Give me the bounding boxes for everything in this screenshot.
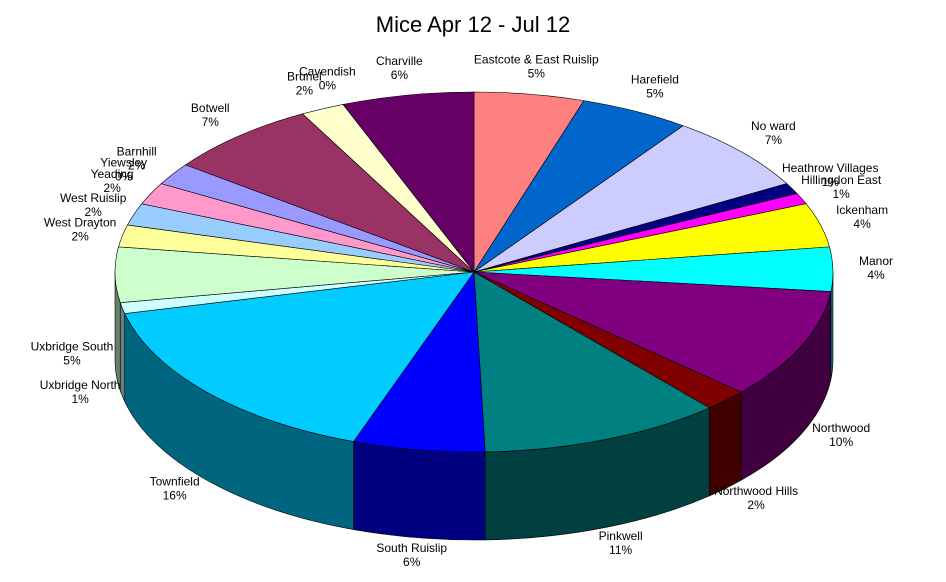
slice-side [709, 391, 742, 497]
slice-value-label: 4% [867, 268, 885, 282]
slice [473, 271, 711, 453]
slice-label: Barnhill [117, 145, 157, 159]
slice-value-label: 2% [296, 83, 314, 97]
slice-value-label: 5% [63, 354, 81, 368]
slice-label: Uxbridge South [31, 340, 114, 354]
slice-label: No ward [751, 119, 796, 133]
slice-value-label: 2% [71, 230, 89, 244]
slice-label: Heathrow Villages [782, 161, 879, 175]
slice-value-label: 2% [85, 205, 103, 219]
slice-value-label: 2% [128, 159, 146, 173]
slice-label: Yeading [91, 167, 134, 181]
slice-value-label: 7% [202, 115, 220, 129]
slice [473, 125, 788, 273]
slice-value-label: 0% [319, 78, 337, 92]
slice-label: Manor [859, 254, 893, 268]
slice-side [353, 441, 486, 541]
slice-label: Yiewsley [100, 156, 147, 170]
slice-value-label: 1% [832, 187, 850, 201]
slice-label: Cavendish [299, 64, 356, 78]
slice-label: Botwell [191, 101, 230, 115]
slice-label: Harefield [631, 72, 679, 86]
slice [184, 113, 475, 273]
slice-value-label: 6% [403, 555, 421, 569]
slice-value-label: 2% [103, 181, 121, 195]
slice-label: Eastcote & East Ruislip [474, 53, 599, 67]
slice-label: Northwood [812, 421, 870, 435]
slice [124, 271, 475, 442]
chart-title: Mice Apr 12 - Jul 12 [376, 12, 570, 37]
slice-value-label: 2% [747, 498, 765, 512]
slice-value-label: 1% [822, 175, 840, 189]
slice-label: Northwood Hills [714, 484, 798, 498]
slice-value-label: 4% [853, 217, 871, 231]
slice-label: Pinkwell [599, 529, 643, 543]
slice-label: South Ruislip [376, 541, 447, 555]
slice-label: Uxbridge North [40, 378, 121, 392]
slice-value-label: 16% [163, 489, 187, 503]
slice-label: West Ruislip [60, 191, 127, 205]
slice-label: Charville [376, 54, 423, 68]
slice-value-label: 5% [646, 86, 664, 100]
slice-value-label: 11% [609, 543, 632, 557]
slice-value-label: 10% [829, 435, 853, 449]
slice-value-label: 0% [115, 170, 133, 184]
slice [473, 271, 832, 393]
slice-value-label: 6% [391, 68, 409, 82]
slice-value-label: 5% [528, 67, 546, 81]
slice-value-label: 1% [71, 392, 89, 406]
slice-value-label: 7% [765, 133, 783, 147]
slice-label: Townfield [150, 475, 200, 489]
slice [342, 91, 475, 273]
slice [353, 271, 486, 453]
slice-label: Hillingdon East [801, 173, 882, 187]
slice-label: Ickenham [836, 203, 888, 217]
slice-side [119, 302, 126, 402]
slice-label: Brunel [287, 69, 322, 83]
slice-label: West Drayton [44, 216, 116, 230]
